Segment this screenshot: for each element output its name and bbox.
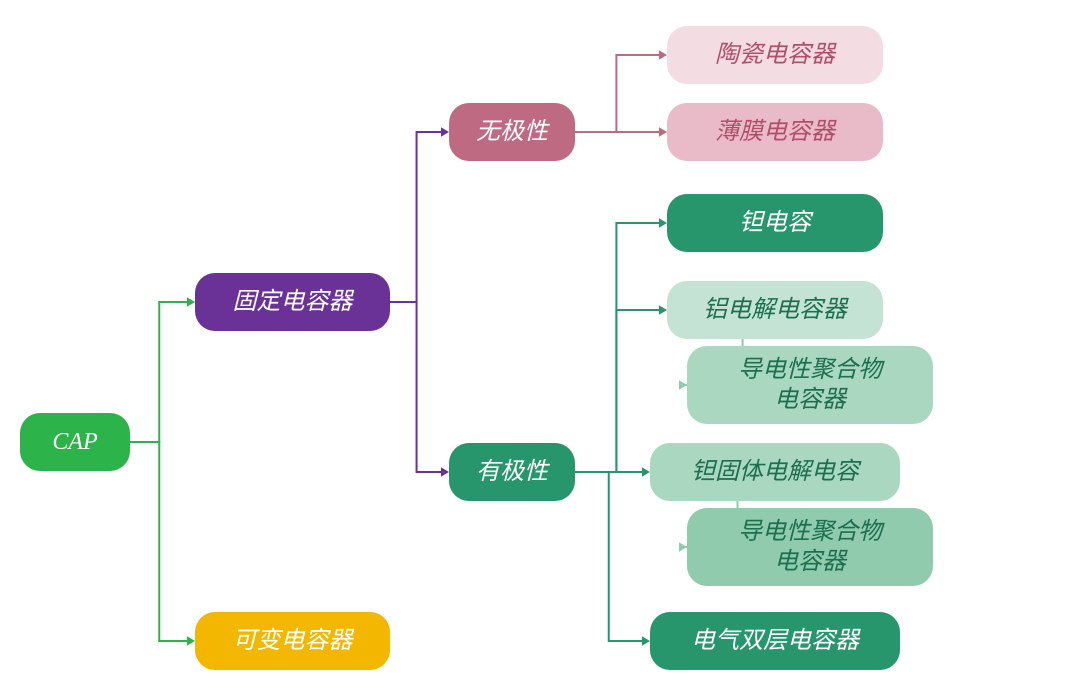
edge-path (575, 310, 659, 472)
edge-arrow (659, 50, 667, 60)
edge-arrow (441, 467, 449, 477)
edge-arrow (659, 305, 667, 315)
edge-path (130, 442, 187, 641)
edge-arrow (642, 467, 650, 477)
edge-arrow (642, 636, 650, 646)
node-edlc: 电气双层电容器 (650, 612, 900, 670)
node-tan: 钽电容 (667, 194, 883, 252)
edge-arrow (679, 380, 687, 390)
node-fixed: 固定电容器 (195, 273, 390, 331)
edge-path (575, 55, 659, 132)
edge-path (390, 132, 441, 302)
edge-arrow (659, 218, 667, 228)
edge-arrow (441, 127, 449, 137)
node-nonpolar: 无极性 (449, 103, 575, 161)
edge-arrow (187, 636, 195, 646)
node-tansolid: 钽固体电解电容 (650, 443, 900, 501)
node-film: 薄膜电容器 (667, 103, 883, 161)
edge-path (390, 302, 441, 472)
edge-path (575, 472, 642, 641)
edge-arrow (659, 127, 667, 137)
node-ceramic: 陶瓷电容器 (667, 26, 883, 84)
node-cap: CAP (20, 413, 130, 471)
edge-arrow (679, 542, 687, 552)
node-poly1: 导电性聚合物 电容器 (687, 346, 933, 424)
edge-arrow (187, 297, 195, 307)
edge-path (130, 302, 187, 442)
edge-path (575, 223, 659, 472)
diagram-stage: CAP 固定电容器可变电容器 无极性有极性 陶瓷电容器薄膜电容器钽电容铝电解电容器导电… (0, 0, 1080, 691)
node-variable: 可变电容器 (195, 612, 390, 670)
node-al: 铝电解电容器 (667, 281, 883, 339)
node-polar: 有极性 (449, 443, 575, 501)
node-poly2: 导电性聚合物 电容器 (687, 508, 933, 586)
